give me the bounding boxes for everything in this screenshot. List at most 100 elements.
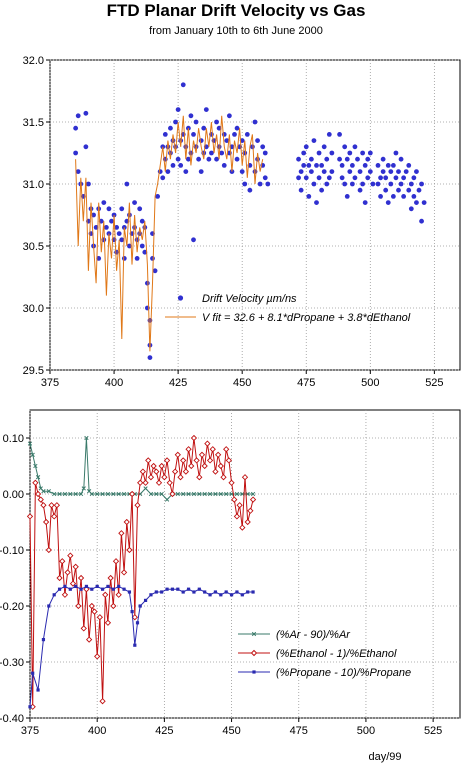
legend-label: (%Ar - 90)/%Ar bbox=[276, 629, 351, 641]
data-point bbox=[144, 280, 150, 286]
data-point bbox=[137, 206, 143, 212]
data-point bbox=[150, 256, 155, 261]
data-point bbox=[365, 175, 371, 181]
data-point bbox=[86, 181, 91, 187]
data-point bbox=[165, 587, 169, 591]
data-point bbox=[383, 187, 389, 193]
data-point bbox=[419, 218, 424, 224]
data-point bbox=[155, 479, 163, 486]
data-point bbox=[85, 636, 93, 643]
data-point bbox=[326, 132, 332, 137]
data-point bbox=[52, 593, 56, 597]
data-point bbox=[116, 491, 121, 497]
data-point bbox=[401, 175, 407, 181]
y-tick-label: 32.0 bbox=[23, 55, 44, 67]
data-point bbox=[324, 156, 330, 162]
data-point bbox=[67, 552, 74, 559]
data-point bbox=[214, 451, 222, 458]
data-point bbox=[234, 125, 240, 131]
data-point bbox=[77, 574, 85, 582]
data-point bbox=[127, 590, 132, 594]
data-point bbox=[342, 181, 348, 187]
data-point bbox=[242, 181, 248, 187]
data-point bbox=[142, 479, 149, 486]
data-point bbox=[349, 163, 355, 168]
data-point bbox=[183, 169, 189, 175]
data-point bbox=[181, 491, 186, 497]
y-tick-label: 0.00 bbox=[3, 489, 24, 501]
data-point bbox=[249, 496, 257, 503]
data-point bbox=[142, 249, 148, 255]
data-point bbox=[196, 156, 202, 162]
data-point bbox=[158, 462, 165, 470]
data-point bbox=[219, 150, 225, 156]
data-point bbox=[255, 138, 260, 144]
data-point bbox=[246, 590, 250, 594]
y-tick-label: -0.40 bbox=[0, 713, 24, 725]
data-point bbox=[122, 587, 126, 591]
data-point bbox=[81, 486, 86, 491]
data-point bbox=[339, 175, 345, 181]
data-point bbox=[209, 446, 216, 453]
data-point bbox=[221, 132, 227, 137]
data-point bbox=[61, 591, 69, 598]
data-point bbox=[175, 156, 181, 162]
data-point bbox=[224, 491, 229, 497]
data-point bbox=[385, 163, 391, 168]
data-point bbox=[220, 474, 227, 481]
data-point bbox=[173, 119, 178, 125]
data-point bbox=[411, 175, 417, 181]
data-point bbox=[296, 156, 301, 162]
data-point bbox=[102, 591, 109, 598]
data-point bbox=[123, 518, 130, 526]
y-tick-label: -0.30 bbox=[0, 657, 24, 669]
data-point bbox=[228, 479, 235, 486]
data-point bbox=[244, 132, 250, 137]
data-point bbox=[178, 163, 184, 168]
data-point bbox=[314, 163, 319, 168]
data-point bbox=[165, 169, 171, 175]
data-point bbox=[355, 156, 360, 162]
data-point bbox=[308, 169, 314, 175]
data-point bbox=[75, 169, 81, 175]
series-line bbox=[75, 115, 264, 352]
data-point bbox=[175, 491, 180, 497]
page-subtitle: from January 10th to 6th June 2000 bbox=[149, 25, 323, 37]
data-point bbox=[143, 486, 148, 491]
data-point bbox=[150, 462, 157, 470]
data-point bbox=[388, 169, 394, 175]
data-point bbox=[161, 474, 168, 481]
data-point bbox=[408, 181, 414, 187]
data-point bbox=[106, 206, 112, 212]
data-point bbox=[96, 256, 102, 261]
data-point bbox=[159, 491, 164, 497]
data-point bbox=[347, 150, 353, 156]
data-point bbox=[240, 491, 245, 497]
data-point bbox=[303, 144, 309, 150]
data-point bbox=[329, 169, 335, 175]
data-point bbox=[42, 518, 50, 526]
data-point bbox=[388, 181, 394, 187]
data-point bbox=[365, 156, 371, 162]
data-point bbox=[301, 163, 307, 168]
data-point bbox=[166, 479, 173, 486]
data-point bbox=[198, 451, 206, 458]
data-point bbox=[375, 181, 381, 187]
data-point bbox=[198, 138, 204, 144]
data-point bbox=[162, 132, 168, 137]
x-tick-label: 500 bbox=[357, 725, 375, 737]
y-tick-label: 0.10 bbox=[3, 433, 24, 445]
data-point bbox=[378, 175, 383, 181]
data-point bbox=[36, 688, 40, 692]
data-point bbox=[59, 558, 66, 565]
data-point bbox=[201, 462, 208, 470]
data-point bbox=[234, 156, 240, 162]
data-point bbox=[411, 194, 417, 199]
data-point bbox=[110, 602, 117, 610]
legend-label: (%Ethanol - 1)/%Ethanol bbox=[276, 648, 397, 660]
data-point bbox=[229, 593, 234, 597]
data-point bbox=[190, 434, 198, 442]
data-point bbox=[357, 187, 363, 193]
data-point bbox=[111, 587, 115, 591]
y-tick-label: -0.10 bbox=[0, 545, 24, 557]
